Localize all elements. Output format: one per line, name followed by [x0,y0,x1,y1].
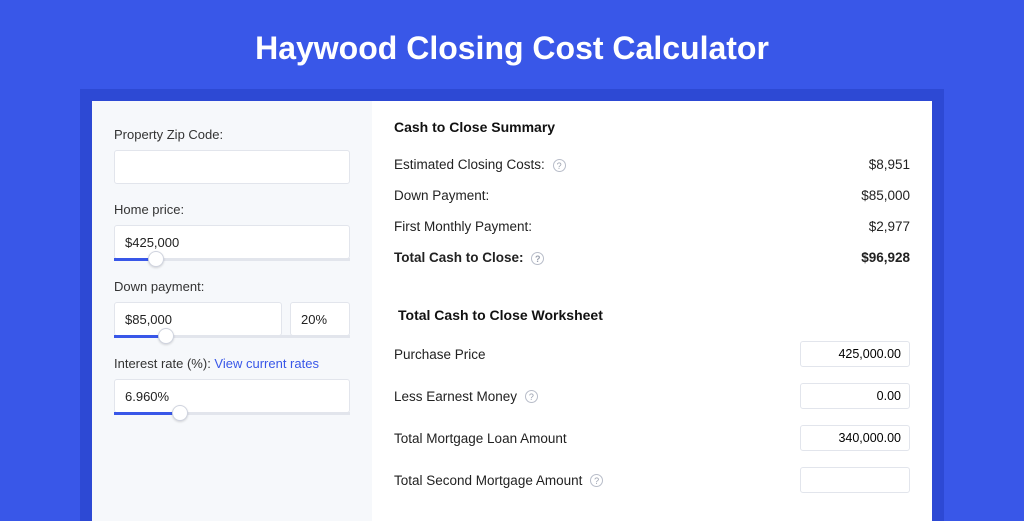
down-payment-input[interactable] [114,302,282,336]
down-payment-slider-thumb[interactable] [158,328,174,344]
zip-input[interactable] [114,150,350,184]
home-price-slider-thumb[interactable] [148,251,164,267]
rate-block: Interest rate (%): View current rates [114,356,350,415]
worksheet-row: Purchase Price [394,333,910,375]
zip-field-block: Property Zip Code: [114,127,350,184]
summary-row-value: $85,000 [861,188,910,203]
summary-row-label: Estimated Closing Costs: ? [394,157,566,172]
worksheet-row-label: Less Earnest Money ? [394,389,538,404]
summary-row-value: $2,977 [869,219,910,234]
help-icon[interactable]: ? [553,159,566,172]
rate-input[interactable] [114,379,350,413]
down-payment-slider[interactable] [114,335,350,338]
summary-row-value: $96,928 [861,250,910,265]
worksheet-row-input[interactable] [800,383,910,409]
worksheet-row-input[interactable] [800,341,910,367]
worksheet-row-label: Total Second Mortgage Amount ? [394,473,603,488]
rate-slider-thumb[interactable] [172,405,188,421]
down-payment-pct-input[interactable] [290,302,350,336]
rate-slider-fill [114,412,180,415]
home-price-label: Home price: [114,202,350,217]
summary-row-label: Down Payment: [394,188,489,203]
summary-row-value: $8,951 [869,157,910,172]
rate-label-row: Interest rate (%): View current rates [114,356,350,371]
zip-label: Property Zip Code: [114,127,350,142]
help-icon[interactable]: ? [525,390,538,403]
home-price-block: Home price: [114,202,350,261]
worksheet-row: Total Mortgage Loan Amount [394,417,910,459]
calculator-outer: Property Zip Code: Home price: Down paym… [80,89,944,521]
worksheet-row-input[interactable] [800,425,910,451]
down-payment-label: Down payment: [114,279,350,294]
inputs-column: Property Zip Code: Home price: Down paym… [92,101,372,521]
worksheet-title: Total Cash to Close Worksheet [394,299,910,333]
help-icon[interactable]: ? [531,252,544,265]
summary-row-label: Total Cash to Close: ? [394,250,544,265]
home-price-slider[interactable] [114,258,350,261]
worksheet-section: Total Cash to Close Worksheet Purchase P… [394,293,910,501]
rate-slider[interactable] [114,412,350,415]
summary-row: Estimated Closing Costs: ? $8,951 [394,149,910,180]
summary-row: Total Cash to Close: ? $96,928 [394,242,910,273]
summary-title: Cash to Close Summary [394,119,910,135]
view-rates-link[interactable]: View current rates [214,356,319,371]
rate-label: Interest rate (%): [114,356,214,371]
down-payment-block: Down payment: [114,279,350,338]
summary-row: Down Payment: $85,000 [394,180,910,211]
summary-row: First Monthly Payment: $2,977 [394,211,910,242]
worksheet-row: Less Earnest Money ? [394,375,910,417]
worksheet-row-label: Purchase Price [394,347,486,362]
results-column: Cash to Close Summary Estimated Closing … [372,101,932,521]
help-icon[interactable]: ? [590,474,603,487]
section-divider [394,273,910,283]
page-title: Haywood Closing Cost Calculator [0,0,1024,89]
worksheet-row: Total Second Mortgage Amount ? [394,459,910,501]
summary-rows: Estimated Closing Costs: ? $8,951 Down Pay… [394,149,910,273]
calculator-panel: Property Zip Code: Home price: Down paym… [92,101,932,521]
worksheet-row-label: Total Mortgage Loan Amount [394,431,567,446]
worksheet-rows: Purchase Price Less Earnest Money ? Total … [394,333,910,501]
summary-row-label: First Monthly Payment: [394,219,532,234]
down-payment-row [114,302,350,336]
worksheet-row-input[interactable] [800,467,910,493]
